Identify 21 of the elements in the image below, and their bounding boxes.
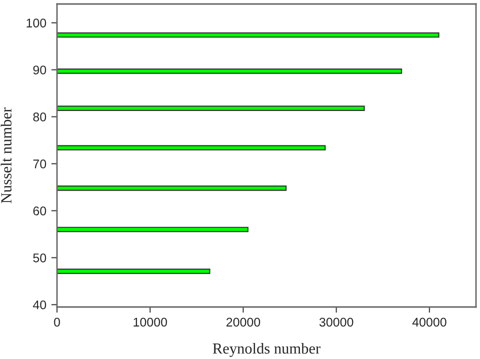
y-tick-label: 80: [33, 112, 46, 122]
bar: [57, 226, 248, 232]
bar: [57, 32, 440, 38]
y-tick-label: 100: [26, 18, 46, 28]
y-tick-label: 90: [33, 66, 46, 74]
bar: [57, 185, 287, 191]
x-tick-label: 20000: [226, 318, 260, 327]
y-tick-label: 50: [33, 253, 46, 262]
bar: [57, 268, 210, 274]
x-tick-label: 30000: [319, 318, 354, 327]
y-axis-title: Nusselt number: [0, 107, 12, 204]
bar: [57, 68, 402, 74]
y-tick-label: 70: [33, 160, 46, 168]
bar: [57, 145, 326, 150]
y-tick-label: 60: [33, 206, 46, 216]
x-tick-label: 40000: [412, 318, 446, 327]
x-tick-label: 10000: [134, 318, 168, 327]
bar: [57, 106, 365, 111]
x-axis-title: Reynolds number: [212, 342, 320, 357]
x-tick-label: 0: [54, 318, 60, 327]
y-tick-label: 40: [32, 300, 46, 310]
